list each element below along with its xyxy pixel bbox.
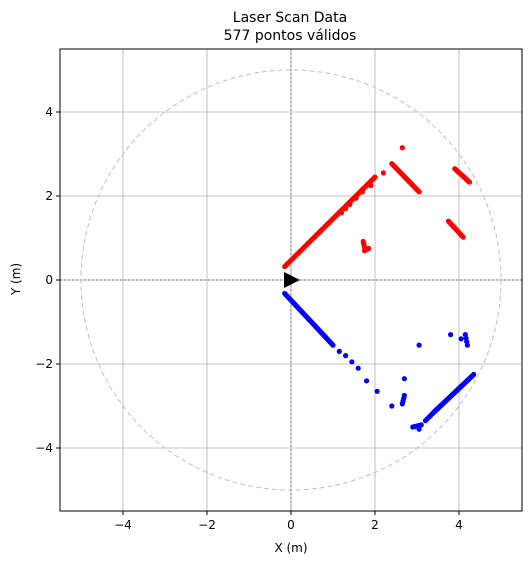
scan-point bbox=[466, 179, 473, 185]
scan-point bbox=[471, 371, 477, 378]
ticks: −4 −2 0 2 4 −4 −2 0 2 4 bbox=[35, 105, 463, 532]
scan-point bbox=[330, 342, 336, 348]
scan-point bbox=[460, 234, 466, 240]
x-tick-label: 4 bbox=[455, 518, 463, 532]
scan-point bbox=[361, 244, 368, 250]
scan-point bbox=[353, 195, 359, 201]
scan-series-1 bbox=[282, 145, 473, 270]
scan-point bbox=[416, 189, 422, 195]
scan-point bbox=[338, 210, 344, 216]
y-tick-label: 4 bbox=[45, 105, 53, 119]
y-tick-label: −4 bbox=[35, 441, 53, 455]
y-axis-label: Y (m) bbox=[9, 263, 23, 296]
scan-point bbox=[418, 422, 424, 428]
scan-point bbox=[374, 388, 380, 394]
scan-point bbox=[464, 342, 470, 348]
scan-point bbox=[343, 206, 349, 212]
scan-point bbox=[458, 336, 464, 342]
x-tick-label: 0 bbox=[287, 518, 295, 532]
scan-point bbox=[416, 342, 422, 348]
scan-point bbox=[364, 378, 370, 384]
scan-point bbox=[347, 201, 353, 207]
x-tick-label: −2 bbox=[198, 518, 216, 532]
scan-point bbox=[359, 189, 365, 195]
y-tick-label: −2 bbox=[35, 357, 53, 371]
y-tick-label: 2 bbox=[45, 189, 53, 203]
robot-marker bbox=[284, 272, 300, 288]
scan-point bbox=[368, 182, 374, 189]
scan-point bbox=[401, 376, 407, 382]
scan-point bbox=[448, 332, 454, 338]
scan-series-2 bbox=[282, 290, 477, 432]
scan-point bbox=[355, 365, 361, 371]
scan-points bbox=[282, 145, 477, 432]
scan-point bbox=[349, 359, 355, 365]
chart-title: Laser Scan Data bbox=[233, 10, 347, 26]
robot bbox=[284, 272, 300, 288]
scan-point bbox=[343, 353, 349, 359]
guides bbox=[60, 49, 522, 511]
scan-point bbox=[401, 392, 407, 399]
scan-point bbox=[435, 405, 441, 411]
y-tick-label: 0 bbox=[45, 273, 53, 287]
scan-point bbox=[336, 348, 342, 354]
scan-point bbox=[416, 426, 422, 432]
x-tick-label: 2 bbox=[371, 518, 379, 532]
scan-point bbox=[366, 245, 372, 252]
x-axis-label: X (m) bbox=[274, 541, 307, 555]
x-tick-label: −4 bbox=[114, 518, 132, 532]
scan-point bbox=[380, 170, 386, 176]
scan-point bbox=[372, 174, 378, 180]
scan-point bbox=[389, 403, 395, 409]
range-circle bbox=[80, 69, 502, 491]
chart-subtitle: 577 pontos válidos bbox=[224, 28, 357, 44]
scan-point bbox=[399, 145, 405, 151]
